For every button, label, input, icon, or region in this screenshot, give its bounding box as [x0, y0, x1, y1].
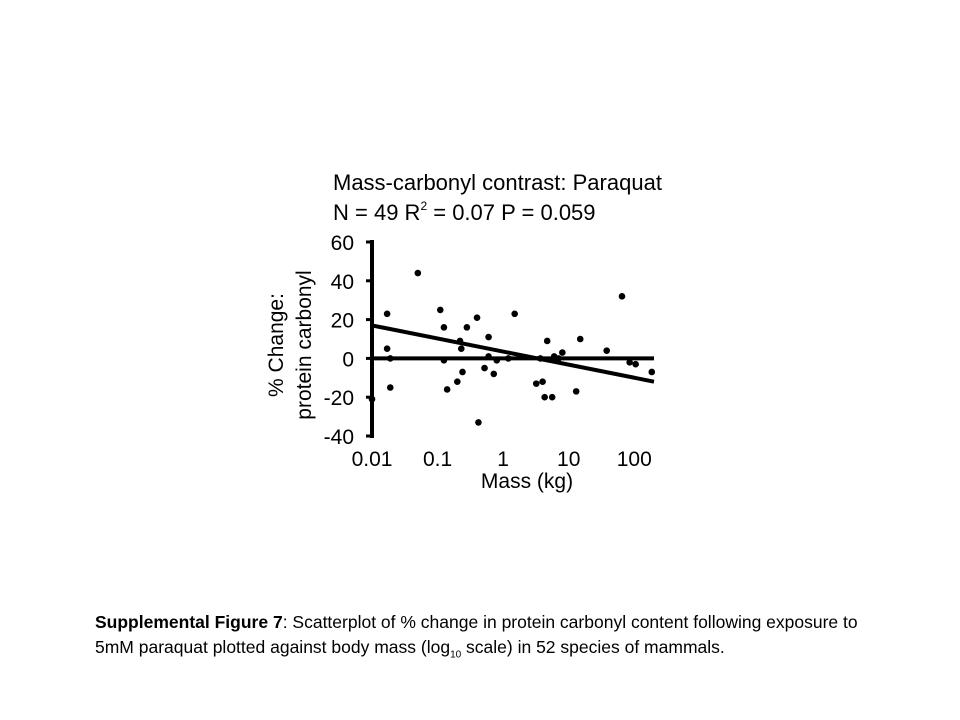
data-point-29 — [548, 393, 556, 401]
chart-stats: N = 49 R2 = 0.07 P = 0.059 — [333, 198, 596, 226]
trend-line — [371, 323, 655, 384]
data-point-2 — [383, 345, 391, 353]
data-point-16 — [475, 419, 482, 426]
caption-text-a: : Scatterplot of % change in protein car… — [95, 612, 858, 657]
data-point-1 — [383, 310, 391, 318]
data-point-7 — [440, 324, 448, 331]
data-point-8 — [440, 357, 448, 364]
data-point-22 — [505, 355, 512, 362]
data-point-12 — [457, 345, 465, 353]
data-point-35 — [603, 347, 611, 354]
data-point-33 — [572, 388, 580, 395]
data-point-27 — [541, 393, 548, 401]
x-tick-label-2: 1 — [497, 448, 509, 471]
data-point-36 — [618, 293, 626, 300]
data-point-20 — [490, 370, 498, 378]
data-point-10 — [454, 378, 461, 385]
y-axis-label-line-0: % Change: — [265, 293, 288, 397]
data-point-4 — [386, 384, 394, 391]
data-point-37 — [626, 358, 633, 366]
data-point-34 — [576, 335, 584, 343]
data-point-5 — [414, 269, 422, 277]
data-point-21 — [493, 357, 501, 364]
stats-rest: = 0.07 P = 0.059 — [427, 200, 596, 225]
y-tick-label-2: 20 — [331, 310, 354, 333]
y-tick-label-1: 40 — [331, 271, 354, 294]
y-axis-label: % Change: protein carbonyl — [265, 270, 316, 419]
data-point-28 — [543, 337, 551, 345]
caption-subscript: 10 — [450, 649, 462, 661]
data-point-39 — [648, 368, 656, 376]
data-point-3 — [386, 355, 394, 362]
chart-title: Mass-carbonyl contrast: Paraquat — [333, 170, 662, 195]
data-point-0 — [368, 395, 376, 403]
data-point-17 — [481, 364, 488, 372]
x-tick-label-4: 100 — [617, 448, 652, 471]
data-point-18 — [485, 333, 492, 341]
data-point-19 — [485, 353, 492, 360]
x-tick-label-1: 0.1 — [423, 448, 452, 471]
y-axis-label-line-1: protein carbonyl — [293, 270, 316, 419]
x-axis-label: Mass (kg) — [481, 470, 573, 493]
data-point-15 — [473, 314, 481, 321]
caption-text-b: scale) in 52 species of mammals. — [461, 637, 725, 657]
data-point-13 — [459, 368, 466, 376]
data-point-9 — [443, 386, 451, 393]
x-tick-label-3: 10 — [557, 448, 580, 471]
data-point-24 — [532, 380, 540, 387]
stats-n: N = 49 R — [333, 200, 421, 225]
data-point-26 — [539, 378, 546, 385]
y-tick-label-3: 0 — [342, 348, 354, 371]
data-point-31 — [555, 355, 562, 362]
data-point-6 — [436, 306, 444, 314]
caption-label: Supplemental Figure 7 — [95, 612, 283, 632]
y-tick-label-5: -40 — [324, 426, 354, 449]
data-point-14 — [463, 324, 471, 331]
figure-caption: Supplemental Figure 7: Scatterplot of % … — [95, 610, 875, 668]
x-tick-label-0: 0.01 — [352, 448, 393, 471]
data-point-23 — [511, 310, 518, 318]
stats-r-exponent: 2 — [420, 198, 428, 213]
data-point-32 — [559, 349, 566, 356]
y-tick-label-0: 60 — [331, 232, 354, 255]
y-tick-label-4: -20 — [324, 387, 354, 410]
data-point-38 — [632, 360, 639, 368]
